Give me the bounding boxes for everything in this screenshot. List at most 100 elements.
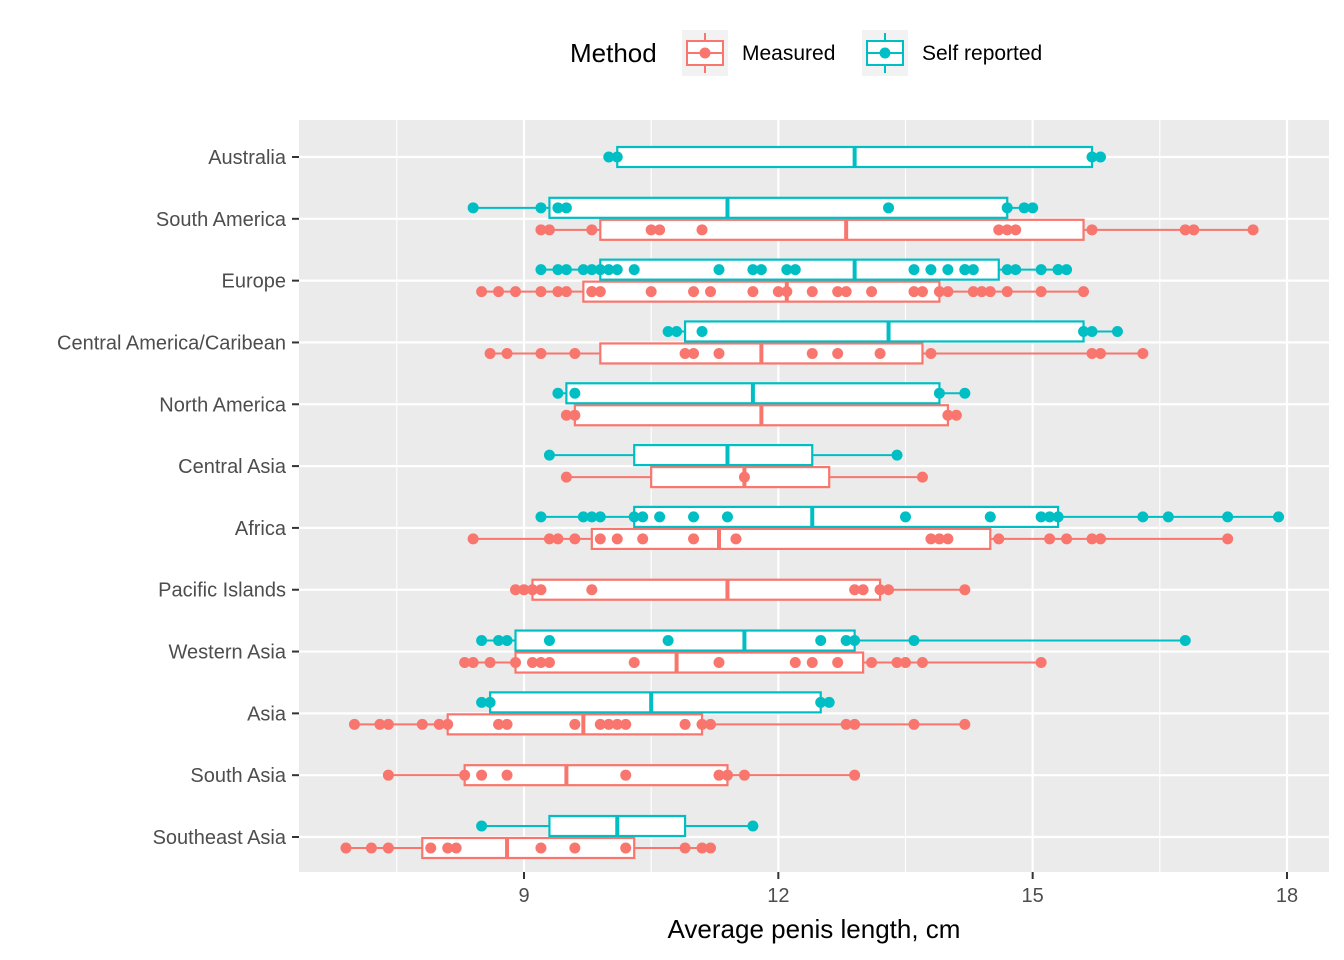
data-point — [1094, 151, 1106, 163]
data-point — [611, 264, 623, 276]
data-point — [942, 409, 954, 421]
data-point — [832, 347, 844, 359]
box-body — [599, 218, 1085, 241]
data-point — [874, 347, 886, 359]
box-body — [421, 836, 636, 860]
data-point — [900, 511, 911, 523]
data-point — [493, 286, 505, 298]
data-point — [1078, 286, 1090, 298]
data-point — [560, 409, 572, 421]
data-point — [1010, 264, 1022, 276]
data-point — [959, 718, 971, 730]
box-body — [633, 443, 814, 467]
x-tick-label: 9 — [518, 885, 529, 907]
data-point — [501, 718, 513, 730]
box-self-reported-south-america — [467, 196, 1039, 219]
data-point — [552, 286, 564, 298]
y-axis: Australia South America Europe Central Amer… — [57, 147, 299, 849]
data-point — [569, 842, 581, 854]
data-point — [476, 820, 488, 832]
data-point — [476, 635, 488, 647]
data-point — [476, 286, 488, 298]
data-point — [1086, 325, 1098, 337]
data-point — [586, 224, 598, 236]
data-point — [382, 842, 394, 854]
data-point — [679, 718, 691, 730]
data-point — [688, 533, 700, 545]
data-point — [883, 202, 895, 214]
data-point — [1044, 511, 1056, 523]
data-point — [603, 264, 615, 276]
box-body — [683, 320, 1085, 343]
data-point — [984, 286, 996, 298]
data-point — [1111, 325, 1123, 337]
data-point — [908, 264, 920, 276]
data-point — [1052, 264, 1064, 276]
data-point — [603, 718, 615, 730]
y-tick-label-central-asia: Central Asia — [178, 456, 287, 478]
data-point — [832, 657, 844, 669]
data-point — [586, 264, 598, 276]
data-point — [569, 409, 581, 421]
data-point — [823, 696, 835, 708]
y-tick-label-north-america: North America — [159, 394, 287, 416]
data-point — [484, 657, 496, 669]
data-point — [806, 347, 818, 359]
box-body — [531, 578, 882, 601]
box-self-reported-central-america-caribean — [662, 320, 1123, 343]
data-point — [857, 584, 869, 596]
data-point — [543, 533, 555, 545]
data-point — [560, 202, 572, 214]
data-point — [654, 511, 666, 523]
data-marks — [340, 145, 1285, 860]
data-point — [594, 533, 606, 545]
data-point — [942, 286, 954, 298]
data-point — [1137, 347, 1149, 359]
y-tick-label-south-asia: South Asia — [190, 765, 287, 787]
data-point — [577, 264, 589, 276]
data-point — [628, 511, 640, 523]
data-point — [654, 224, 666, 236]
y-tick-label-pacific-islands: Pacific Islands — [158, 580, 286, 602]
data-point — [552, 387, 564, 399]
data-point — [450, 842, 462, 854]
box-measured-europe — [476, 280, 1090, 303]
box-measured-south-america — [535, 218, 1259, 241]
data-point — [1086, 224, 1098, 236]
box-measured-pacific-islands — [510, 578, 971, 601]
data-point — [1035, 511, 1047, 523]
data-point — [713, 264, 725, 276]
data-point — [476, 696, 488, 708]
box-body — [548, 196, 1009, 219]
data-point — [891, 657, 903, 669]
data-point — [1001, 224, 1013, 236]
data-point — [459, 769, 471, 781]
data-point — [688, 511, 700, 523]
data-point — [510, 286, 522, 298]
data-point — [484, 696, 496, 708]
data-point — [645, 224, 657, 236]
data-point — [611, 151, 623, 163]
data-point — [933, 387, 945, 399]
data-point — [628, 657, 640, 669]
data-point — [840, 635, 852, 647]
data-point — [925, 347, 937, 359]
data-point — [1001, 264, 1013, 276]
data-point — [1094, 533, 1106, 545]
y-tick-label-australia: Australia — [208, 147, 287, 169]
data-point — [950, 409, 962, 421]
box-measured-south-asia — [382, 764, 861, 787]
data-point — [526, 657, 538, 669]
data-point — [569, 347, 581, 359]
data-point — [637, 511, 649, 523]
data-point — [916, 471, 928, 483]
x-tick-label: 18 — [1276, 885, 1298, 907]
data-point — [535, 842, 547, 854]
data-point — [552, 533, 564, 545]
data-point — [365, 842, 377, 854]
box-self-reported-western-asia — [476, 629, 1191, 652]
data-point — [849, 584, 861, 596]
data-point — [840, 718, 852, 730]
data-point — [662, 325, 674, 337]
data-point — [705, 718, 717, 730]
